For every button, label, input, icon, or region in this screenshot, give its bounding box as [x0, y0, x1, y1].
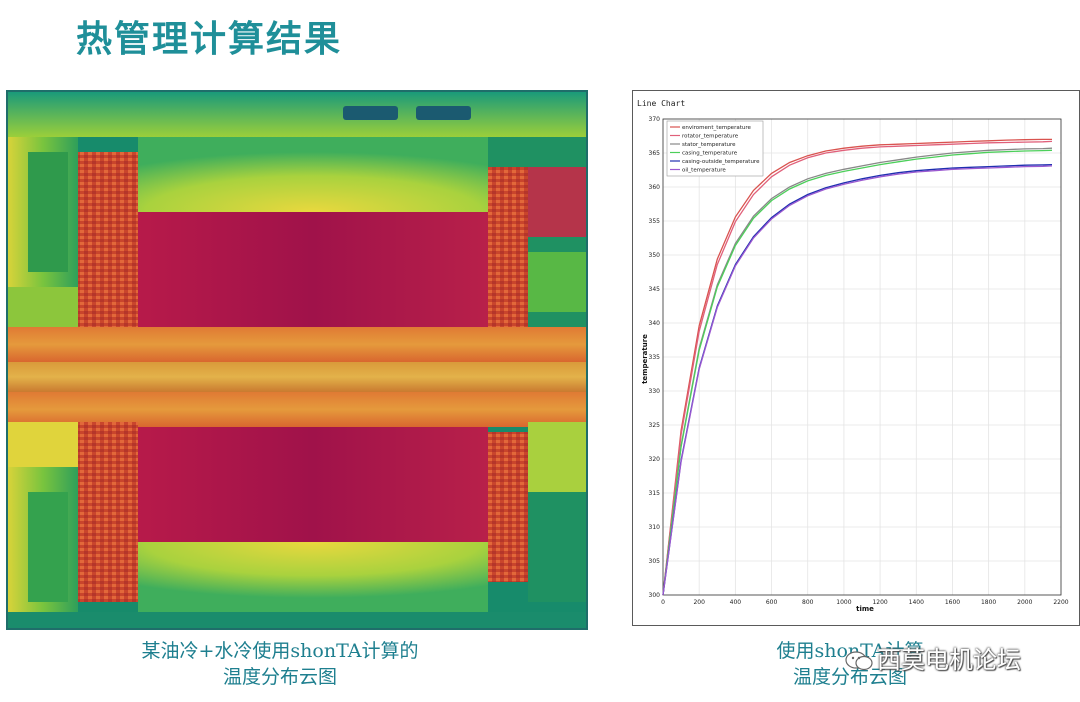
- y-tick-label: 345: [649, 286, 661, 293]
- temperature-contour-image: [6, 90, 588, 630]
- x-tick-label: 0: [661, 599, 665, 606]
- x-tick-label: 1400: [909, 599, 924, 606]
- x-tick-label: 1800: [981, 599, 996, 606]
- x-tick-label: 200: [693, 599, 705, 606]
- y-tick-label: 365: [649, 150, 661, 157]
- legend-box: [666, 120, 764, 177]
- series-line-casing_temperature: [662, 149, 1053, 596]
- y-tick-label: 325: [649, 422, 661, 429]
- line-chart-panel: Line Chart 0 200 400 600 800 1000 1200 1400 1600…: [632, 90, 1080, 626]
- y-axis-label: temperature: [641, 334, 649, 384]
- legend-entry: oil_temperature: [682, 168, 726, 174]
- series-line-rotator_temperature: [662, 140, 1053, 596]
- y-tick-label: 300: [649, 592, 661, 599]
- series-line-casing-outside_temperature: [662, 163, 1053, 596]
- y-tick-label: 310: [649, 524, 661, 531]
- x-tick-label: 800: [802, 599, 814, 606]
- x-tick-label: 1200: [872, 599, 887, 606]
- line-chart: Line Chart 0 200 400 600 800 1000 1200 1400 1600…: [637, 99, 1069, 613]
- x-tick-label: 400: [730, 599, 742, 606]
- x-tick-label: 2000: [1017, 599, 1032, 606]
- legend-entry: casing_temperature: [682, 151, 738, 157]
- chart-series: [662, 138, 1053, 596]
- wechat-icon: [845, 650, 873, 672]
- right-caption-line-1: 使用shonTA计算: [776, 640, 924, 662]
- left-caption: 某油冷+水冷使用shonTA计算的 温度分布云图: [100, 638, 460, 690]
- legend-entry: enviroment_temperature: [682, 125, 751, 131]
- y-tick-label: 355: [649, 218, 661, 225]
- y-tick-label: 370: [649, 116, 661, 123]
- series-line-oil_temperature: [662, 165, 1053, 596]
- watermark-text: 西莫电机论坛: [877, 646, 1021, 674]
- chart-grid: [662, 118, 1062, 596]
- left-caption-line-2: 温度分布云图: [222, 666, 337, 688]
- left-caption-line-1: 某油冷+水冷使用shonTA计算的: [141, 640, 419, 662]
- y-tick-label: 330: [649, 388, 661, 395]
- y-tick-label: 315: [649, 490, 661, 497]
- y-tick-label: 350: [649, 252, 661, 259]
- x-tick-label: 2200: [1053, 599, 1068, 606]
- series-line-enviroment_temperature: [662, 138, 1052, 596]
- slide-title: 热管理计算结果: [76, 19, 343, 60]
- x-tick-label: 1000: [836, 599, 851, 606]
- x-tick-label: 600: [766, 599, 778, 606]
- y-tick-label: 335: [649, 354, 661, 361]
- chart-axes: 0 200 400 600 800 1000 1200 1400 1600 1800 2000 220…: [649, 116, 1069, 606]
- plot-frame: [662, 118, 1062, 596]
- legend-entry: rotator_temperature: [682, 134, 739, 140]
- y-tick-label: 360: [649, 184, 661, 191]
- y-tick-label: 320: [649, 456, 661, 463]
- legend-entry: stator_temperature: [682, 142, 736, 148]
- right-caption-line-2: 温度分布云图: [792, 666, 907, 688]
- chart-title: Line Chart: [637, 99, 685, 108]
- y-tick-label: 340: [649, 320, 661, 327]
- watermark: 西莫电机论坛: [845, 640, 1021, 675]
- contour-svg: [8, 92, 586, 628]
- y-tick-label: 305: [649, 558, 661, 565]
- right-caption: 使用shonTA计算 温度分布云图: [700, 638, 1000, 690]
- x-tick-label: 1600: [945, 599, 960, 606]
- series-line-stator_temperature: [662, 147, 1053, 596]
- legend-entry: casing-outside_temperature: [682, 159, 760, 165]
- chart-legend: enviroment_temperature rotator_temperatur…: [666, 120, 764, 177]
- x-axis-label: time: [856, 605, 874, 613]
